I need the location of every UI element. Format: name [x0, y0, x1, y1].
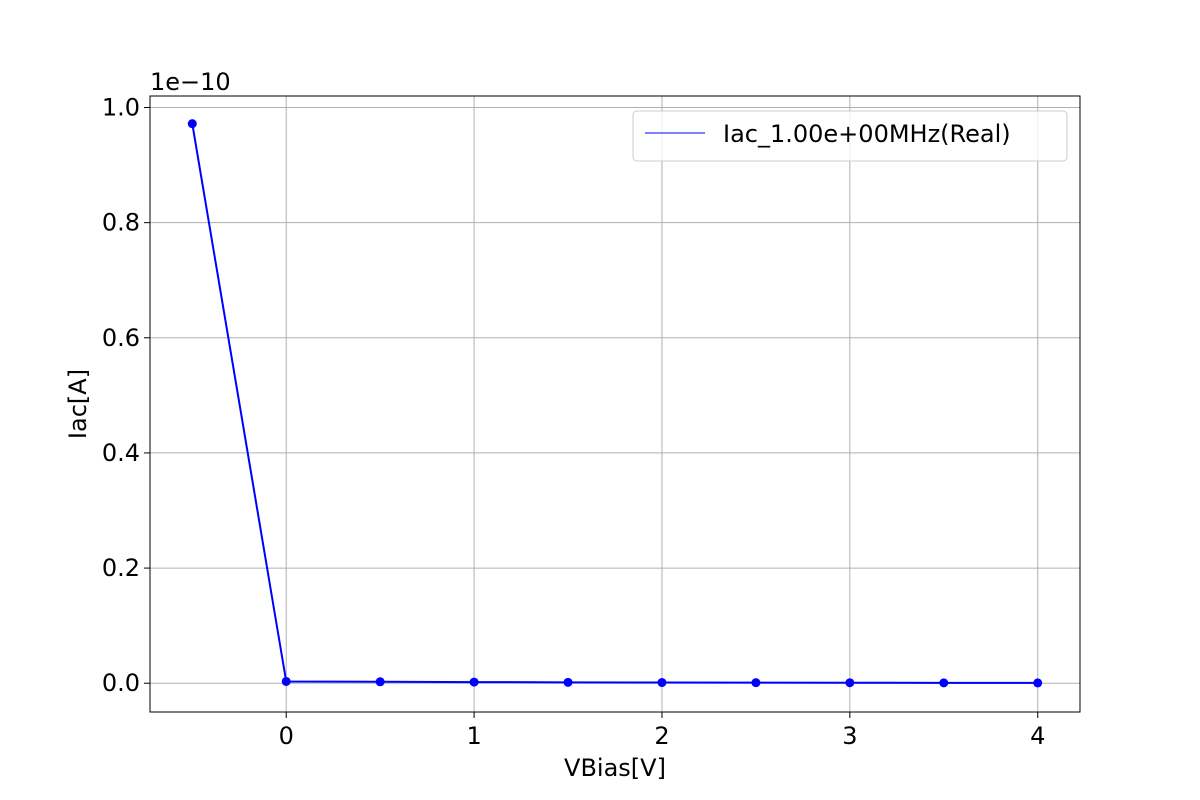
data-point	[939, 678, 949, 688]
series-layer	[187, 119, 1043, 688]
data-point	[751, 678, 761, 688]
data-point	[469, 677, 479, 687]
plot-area-frame	[149, 95, 1081, 713]
y-tick-label: 0.6	[102, 324, 140, 352]
x-tick-label: 0	[279, 722, 294, 750]
y-axis-label: Iac[A]	[64, 369, 92, 439]
y-tick-label: 1.0	[102, 94, 140, 122]
y-axis-offset-label: 1e−10	[150, 68, 231, 96]
legend-box	[632, 110, 1068, 162]
y-tick-label: 0.0	[102, 669, 140, 697]
data-point	[563, 677, 573, 687]
data-point	[1033, 678, 1043, 688]
x-axis-ticks: 0 1 2 3 4	[279, 712, 1045, 750]
data-point	[657, 678, 667, 688]
y-tick-label: 0.2	[102, 554, 140, 582]
data-point	[375, 677, 385, 687]
data-point	[187, 119, 197, 129]
x-tick-label: 2	[654, 722, 669, 750]
x-tick-label: 4	[1030, 722, 1045, 750]
grid-lines	[150, 96, 1080, 712]
legend-series-label: Iac_1.00e+00MHz(Real)	[723, 120, 1011, 148]
x-tick-label: 1	[466, 722, 481, 750]
y-tick-label: 0.8	[102, 209, 140, 237]
data-point	[281, 676, 291, 686]
data-point	[845, 678, 855, 688]
x-tick-label: 3	[842, 722, 857, 750]
legend: Iac_1.00e+00MHz(Real)	[632, 110, 1068, 162]
y-axis-ticks: 0.0 0.2 0.4 0.6 0.8 1.0	[102, 94, 150, 697]
x-axis-label: VBias[V]	[564, 754, 666, 782]
series-line	[191, 123, 1038, 684]
y-tick-label: 0.4	[102, 439, 140, 467]
